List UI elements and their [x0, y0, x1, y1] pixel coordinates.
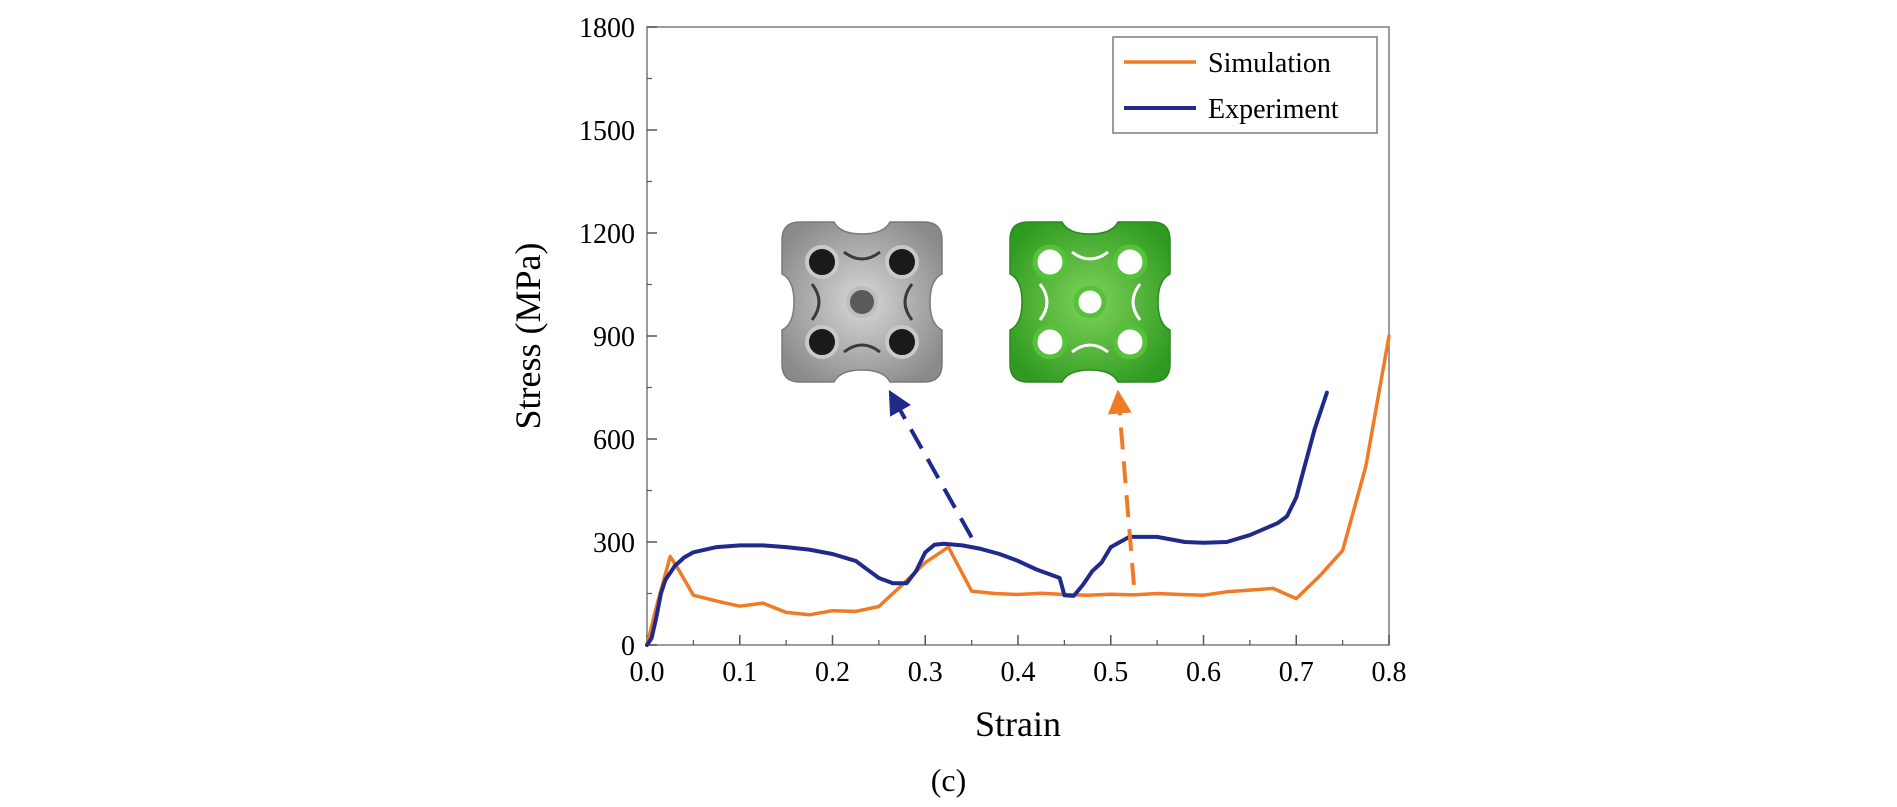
x-tick-label: 0.3	[908, 657, 943, 688]
x-tick-label: 0.7	[1279, 657, 1314, 688]
experiment-annotation-arrow	[888, 389, 974, 539]
x-tick-label: 0.1	[722, 657, 757, 688]
y-tick-label: 300	[593, 528, 635, 559]
y-tick-label: 600	[593, 425, 635, 456]
y-tick-label: 1500	[579, 116, 635, 147]
y-tick-label: 1200	[579, 219, 635, 250]
tick-marks	[646, 26, 1390, 646]
x-tick-label: 0.4	[1001, 657, 1036, 688]
legend: Simulation Experiment	[1112, 36, 1378, 134]
grey-lattice-inset-icon	[781, 221, 943, 383]
x-tick-labels: 0.0 0.1 0.2 0.3 0.4 0.5 0.6 0.7 0.8	[630, 657, 1407, 688]
y-tick-label: 1800	[579, 13, 635, 44]
x-tick-label: 0.5	[1093, 657, 1128, 688]
figure-caption: (c)	[930, 762, 967, 798]
x-tick-label: 0.2	[815, 657, 850, 688]
x-tick-label: 0.6	[1186, 657, 1221, 688]
y-tick-label: 900	[593, 322, 635, 353]
legend-label-experiment: Experiment	[1208, 94, 1339, 125]
x-axis-title: Strain	[975, 704, 1061, 744]
simulation-annotation-arrow	[1107, 389, 1136, 586]
green-lattice-inset-icon	[1009, 221, 1171, 383]
legend-label-simulation: Simulation	[1208, 48, 1331, 79]
series-line-simulation	[645, 334, 1391, 647]
y-tick-label: 0	[621, 631, 635, 662]
legend-box	[1112, 36, 1378, 134]
x-tick-label: 0.0	[630, 657, 665, 688]
series-line-experiment	[645, 390, 1329, 647]
y-tick-labels: 0 300 600 900 1200 1500 1800	[579, 13, 635, 662]
x-tick-label: 0.8	[1372, 657, 1407, 688]
y-axis-title: Stress (MPa)	[508, 243, 548, 430]
series-layer	[645, 334, 1391, 647]
